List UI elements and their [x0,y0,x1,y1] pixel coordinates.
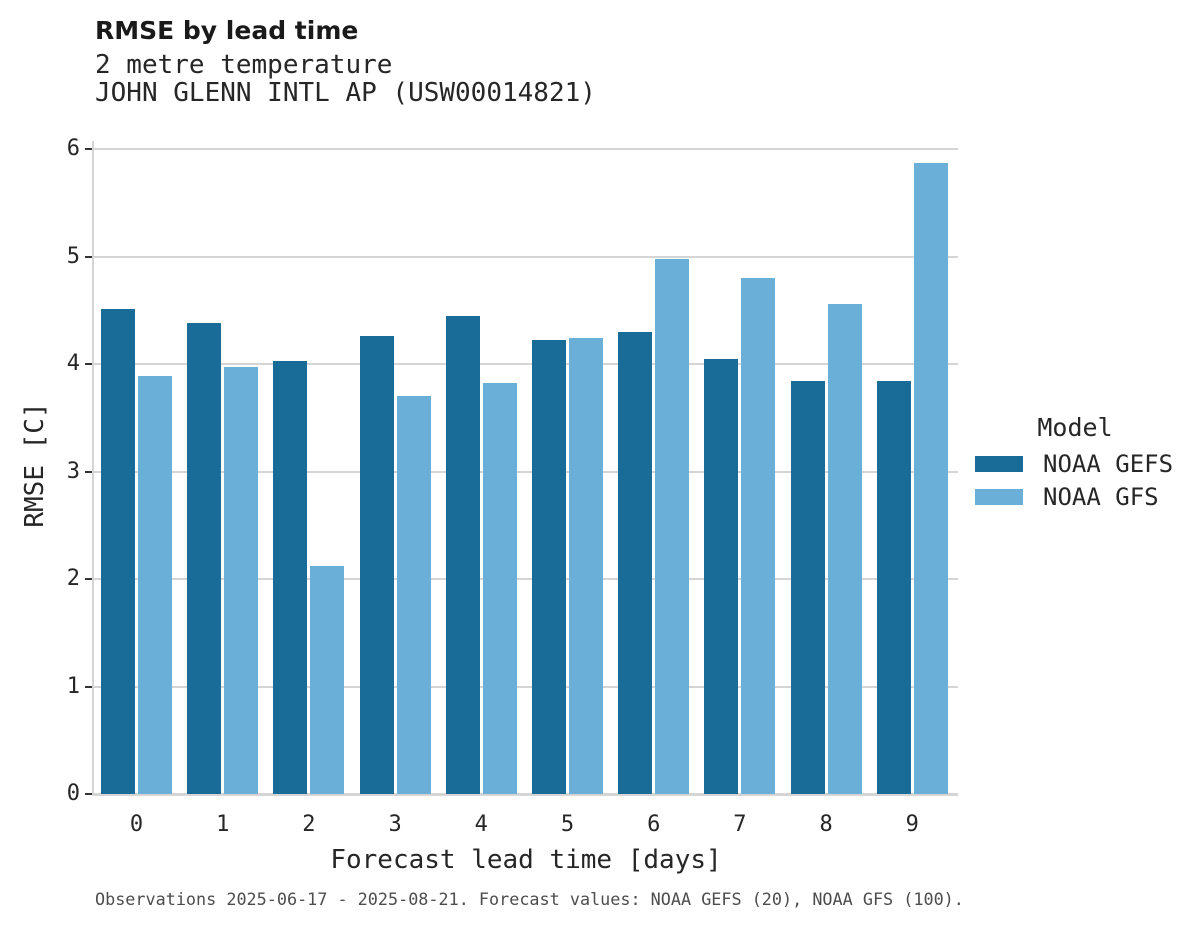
y-tick-2 [85,578,94,580]
y-tick-label-2: 2 [66,566,80,591]
bar-gefs-lead-9 [876,381,911,794]
y-tick-5 [85,255,94,258]
bar-gefs-lead-3 [359,336,394,794]
x-axis-spine [92,794,958,796]
gridline-y-6 [92,148,958,150]
bar-gfs-lead-8 [827,303,862,794]
footer-caption: Observations 2025-06-17 - 2025-08-21. Fo… [95,889,964,909]
x-tick-label-6: 6 [647,812,661,837]
chart-subtitle-station: JOHN GLENN INTL AP (USW00014821) [95,78,596,108]
bar-gfs-lead-7 [741,278,776,794]
bar-gefs-lead-2 [273,360,308,794]
x-tick-label-7: 7 [733,812,747,837]
bar-gefs-lead-0 [101,309,135,794]
bar-gfs-lead-3 [396,396,431,794]
chart-subtitle-variable: 2 metre temperature [95,50,393,80]
bar-gefs-lead-5 [532,340,566,794]
legend-entry-noaa-gfs: NOAA GFS [975,483,1159,511]
x-tick-label-2: 2 [302,812,316,837]
gridline-y-4 [92,363,958,365]
y-axis-title: RMSE [C] [20,402,50,528]
x-tick-label-4: 4 [474,812,488,837]
gridline-y-2 [92,578,958,580]
legend-label: NOAA GEFS [1043,450,1174,478]
y-axis-spine [92,141,94,796]
x-tick-label-5: 5 [560,812,575,837]
x-tick-label-0: 0 [129,812,144,837]
bar-gefs-lead-6 [618,331,653,794]
gridline-y-1 [92,685,958,688]
bar-gfs-lead-5 [569,338,603,794]
bar-gefs-lead-7 [704,358,739,794]
bar-gfs-lead-9 [913,162,948,794]
y-tick-label-0: 0 [66,781,80,806]
x-tick-label-3: 3 [388,812,402,837]
bar-gfs-lead-1 [224,367,259,794]
y-tick-6 [85,148,94,150]
gridline-y-5 [92,255,958,258]
y-tick-label-1: 1 [66,673,80,699]
x-tick-label-8: 8 [819,812,833,837]
y-tick-0 [85,793,94,795]
bar-gfs-lead-0 [138,375,172,794]
x-tick-label-1: 1 [216,812,230,837]
legend-title: Model [1037,413,1113,442]
y-tick-4 [85,363,94,365]
bar-gefs-lead-8 [790,381,825,794]
chart-title: RMSE by lead time [95,16,359,45]
legend-entry-noaa-gefs: NOAA GEFS [975,450,1173,478]
legend-label: NOAA GFS [1043,483,1159,511]
y-tick-label-6: 6 [66,136,80,161]
x-tick-label-9: 9 [905,812,919,837]
bar-gfs-lead-2 [310,566,345,794]
y-tick-label-5: 5 [66,243,80,269]
bar-gefs-lead-1 [187,323,222,794]
y-tick-label-3: 3 [66,458,80,484]
bar-gfs-lead-6 [655,258,690,794]
y-tick-1 [85,685,94,688]
y-tick-3 [85,470,94,473]
legend-swatch-gefs [975,456,1023,472]
y-tick-label-4: 4 [66,351,80,376]
bar-gfs-lead-4 [482,383,517,794]
gridline-y-3 [92,470,958,473]
x-axis-title: Forecast lead time [days] [330,845,722,875]
bar-gefs-lead-4 [445,315,480,794]
legend-swatch-gfs [975,489,1023,505]
